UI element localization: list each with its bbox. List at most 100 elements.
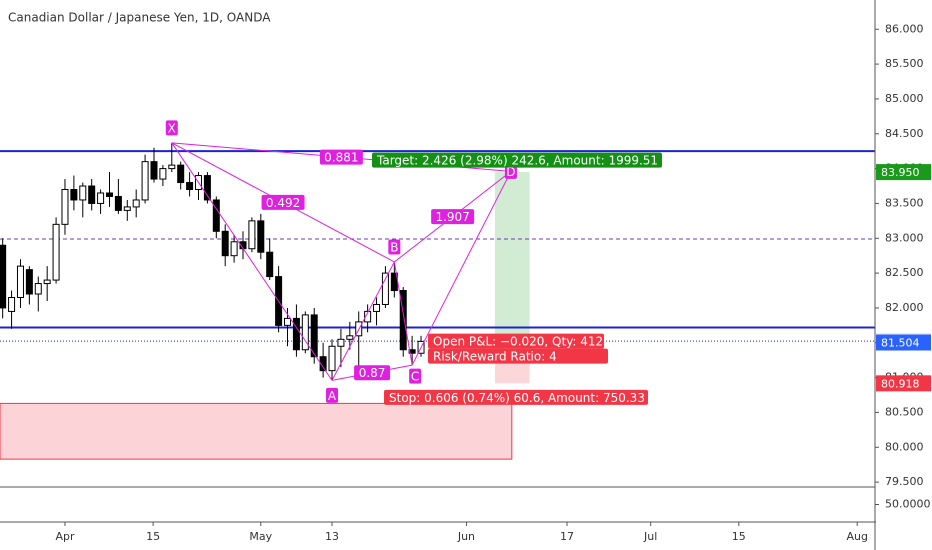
candle-body bbox=[284, 317, 292, 326]
pattern-point-box bbox=[165, 120, 178, 136]
candle-body bbox=[230, 241, 238, 257]
pattern-point-box bbox=[409, 368, 422, 384]
candle-body bbox=[34, 283, 42, 295]
candle-body bbox=[399, 290, 407, 351]
pattern-point-box bbox=[326, 387, 339, 403]
pattern-point: X bbox=[168, 121, 176, 135]
y-tick-label: 85.000 bbox=[885, 92, 924, 105]
x-tick-label: 15 bbox=[732, 530, 746, 543]
y-tick-label: 82.000 bbox=[885, 301, 924, 314]
pattern-ratio: 1.907 bbox=[435, 210, 469, 224]
pnl-label-box bbox=[428, 333, 604, 349]
candle-body bbox=[43, 279, 51, 285]
pattern-point-box bbox=[504, 163, 517, 179]
x-tick-label: Jul bbox=[643, 530, 657, 543]
pattern-point: D bbox=[506, 165, 515, 179]
candle-body bbox=[150, 161, 158, 180]
x-tick-label: Aug bbox=[846, 530, 867, 543]
y-tick-label: 83.000 bbox=[885, 231, 924, 244]
target-label: Target: 2.426 (2.98%) 242.6, Amount: 199… bbox=[376, 154, 658, 168]
pattern-ratio-box bbox=[354, 365, 391, 381]
y-tick-label: 82.500 bbox=[885, 266, 924, 279]
candle-body bbox=[266, 251, 274, 278]
y-tick-label: 80.500 bbox=[885, 405, 924, 418]
y-tick-label: 83.500 bbox=[885, 196, 924, 209]
y-tick-label: 80.000 bbox=[885, 440, 924, 453]
rr-label-box bbox=[428, 348, 608, 364]
x-tick-label: 15 bbox=[146, 530, 160, 543]
price-tag-label: 81.504 bbox=[881, 337, 920, 350]
pattern-ratio-box bbox=[431, 209, 475, 225]
target-area bbox=[494, 172, 530, 342]
target-label-box bbox=[372, 152, 662, 168]
zone bbox=[0, 402, 513, 460]
candle-body bbox=[346, 335, 354, 340]
candle-body bbox=[408, 349, 416, 354]
pnl-label: Open P&L: −0.020, Qty: 412 bbox=[433, 335, 603, 349]
pattern-point: B bbox=[390, 240, 398, 254]
x-tick-label: Jun bbox=[457, 530, 475, 543]
price-tag bbox=[876, 375, 931, 392]
y-tick-label: 79.500 bbox=[885, 475, 924, 488]
pattern-point-box bbox=[388, 239, 401, 255]
candle-body bbox=[319, 356, 327, 372]
chart-title: Canadian Dollar / Japanese Yen, 1D, OAND… bbox=[8, 11, 271, 25]
candle-body bbox=[168, 164, 176, 170]
candle-body bbox=[123, 206, 131, 211]
candle-body bbox=[328, 345, 336, 372]
pattern-point: C bbox=[411, 370, 419, 384]
candle-body bbox=[8, 296, 16, 312]
pattern-line bbox=[331, 261, 395, 381]
price-tag bbox=[876, 334, 931, 351]
price-tag-label: 83.950 bbox=[881, 166, 920, 179]
y-tick-label: 86.000 bbox=[885, 22, 924, 35]
x-tick-label: May bbox=[249, 530, 272, 543]
pattern-ratio-box bbox=[261, 194, 305, 210]
pattern-ratio: 0.881 bbox=[324, 151, 358, 165]
pattern-ratio: 0.87 bbox=[359, 366, 386, 380]
rr-label: Risk/Reward Ratio: 4 bbox=[433, 350, 557, 364]
pattern-line bbox=[171, 142, 333, 381]
candle-body bbox=[70, 189, 78, 201]
pattern-line bbox=[393, 261, 413, 366]
candle-body bbox=[0, 244, 7, 309]
candle-body bbox=[141, 161, 149, 201]
candle-body bbox=[212, 199, 220, 232]
axis-bg bbox=[876, 0, 932, 550]
candle-body bbox=[25, 269, 33, 295]
y-tick-label: 85.500 bbox=[885, 57, 924, 70]
candle-body bbox=[61, 189, 69, 225]
candle-body bbox=[79, 185, 87, 201]
candle-body bbox=[52, 223, 60, 281]
candle-body bbox=[177, 164, 185, 184]
pattern-line bbox=[411, 171, 512, 366]
candle-body bbox=[221, 230, 229, 257]
candle-body bbox=[186, 182, 194, 191]
candle-body bbox=[337, 338, 345, 347]
candle-body bbox=[381, 272, 389, 305]
candle-body bbox=[203, 175, 211, 201]
y-tick-label: 50.0000 bbox=[885, 498, 931, 511]
candle-body bbox=[364, 310, 372, 323]
candle-body bbox=[310, 314, 318, 358]
pattern-point: A bbox=[328, 389, 337, 403]
candle-body bbox=[292, 317, 300, 351]
candle-body bbox=[97, 192, 105, 204]
candle-body bbox=[16, 265, 24, 298]
candle-body bbox=[301, 314, 309, 351]
candle-body bbox=[248, 220, 256, 250]
pattern-ratio: 0.492 bbox=[266, 196, 300, 210]
price-tag-label: 80.918 bbox=[881, 377, 920, 390]
candle-body bbox=[88, 185, 96, 204]
stop-label-box bbox=[384, 389, 648, 405]
x-tick-label: 13 bbox=[325, 530, 339, 543]
candle-body bbox=[373, 303, 381, 312]
price-tag bbox=[876, 164, 931, 181]
x-tick-label: Apr bbox=[55, 530, 75, 543]
candle-body bbox=[105, 192, 113, 197]
pattern-ratio-box bbox=[319, 149, 363, 165]
candle-body bbox=[257, 220, 265, 253]
candle-body bbox=[132, 199, 140, 208]
